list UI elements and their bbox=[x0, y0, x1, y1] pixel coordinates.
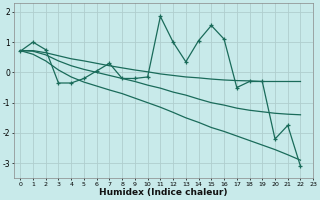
X-axis label: Humidex (Indice chaleur): Humidex (Indice chaleur) bbox=[99, 188, 228, 197]
